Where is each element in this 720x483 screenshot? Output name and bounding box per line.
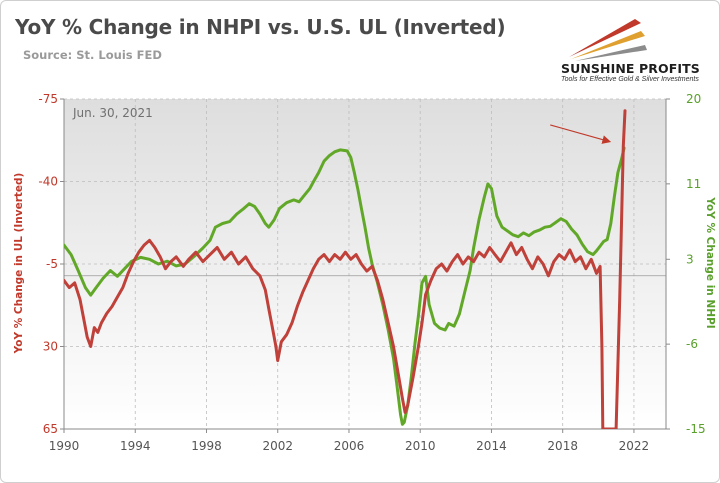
x-tick-label: 2018 (547, 439, 578, 453)
chart-title: YoY % Change in NHPI vs. U.S. UL (Invert… (15, 15, 506, 39)
chart-source: Source: St. Louis FED (23, 48, 162, 62)
y-right-tick-label: -15 (686, 422, 706, 436)
x-tick-label: 2022 (619, 439, 650, 453)
x-tick-label: 2014 (476, 439, 507, 453)
y-right-tick-label: -6 (686, 337, 698, 351)
y-left-tick-label: -75 (38, 92, 58, 106)
y-axis-right-label: YoY % Change in NHPI (704, 197, 716, 329)
x-tick-label: 2002 (262, 439, 293, 453)
y-right-tick-label: 20 (686, 92, 701, 106)
y-left-tick-label: 30 (43, 340, 58, 354)
x-tick-label: 1998 (191, 439, 222, 453)
x-tick-label: 2010 (405, 439, 436, 453)
logo-tagline: Tools for Effective Gold & Silver Invest… (561, 76, 699, 83)
y-left-tick-label: 65 (43, 422, 58, 436)
x-tick-label: 2006 (334, 439, 365, 453)
y-left-tick-label: -5 (46, 257, 58, 271)
y-right-tick-label: 3 (686, 252, 694, 266)
y-axis-left-label: YoY % Change in UL (Inverted) (13, 172, 25, 354)
x-tick-label: 1994 (120, 439, 151, 453)
sunshine-profits-logo: SUNSHINE PROFITS Tools for Effective Gol… (549, 17, 709, 87)
series-line-ul-inverted (64, 109, 627, 429)
logo-rays-icon (569, 19, 647, 61)
annotation-arrow (550, 124, 612, 144)
series-line-nhpi (64, 146, 626, 426)
axes: -75 -40 -5 30 65 20 11 3 -6 -15 1990 1994 1998 2002 20… (38, 92, 705, 453)
series-layer (64, 109, 627, 429)
y-right-tick-label: 11 (686, 177, 701, 191)
x-tick-label: 1990 (49, 439, 80, 453)
y-left-tick-label: -40 (38, 175, 58, 189)
logo-name: SUNSHINE PROFITS (561, 61, 700, 76)
date-annotation: Jun. 30, 2021 (73, 106, 153, 120)
